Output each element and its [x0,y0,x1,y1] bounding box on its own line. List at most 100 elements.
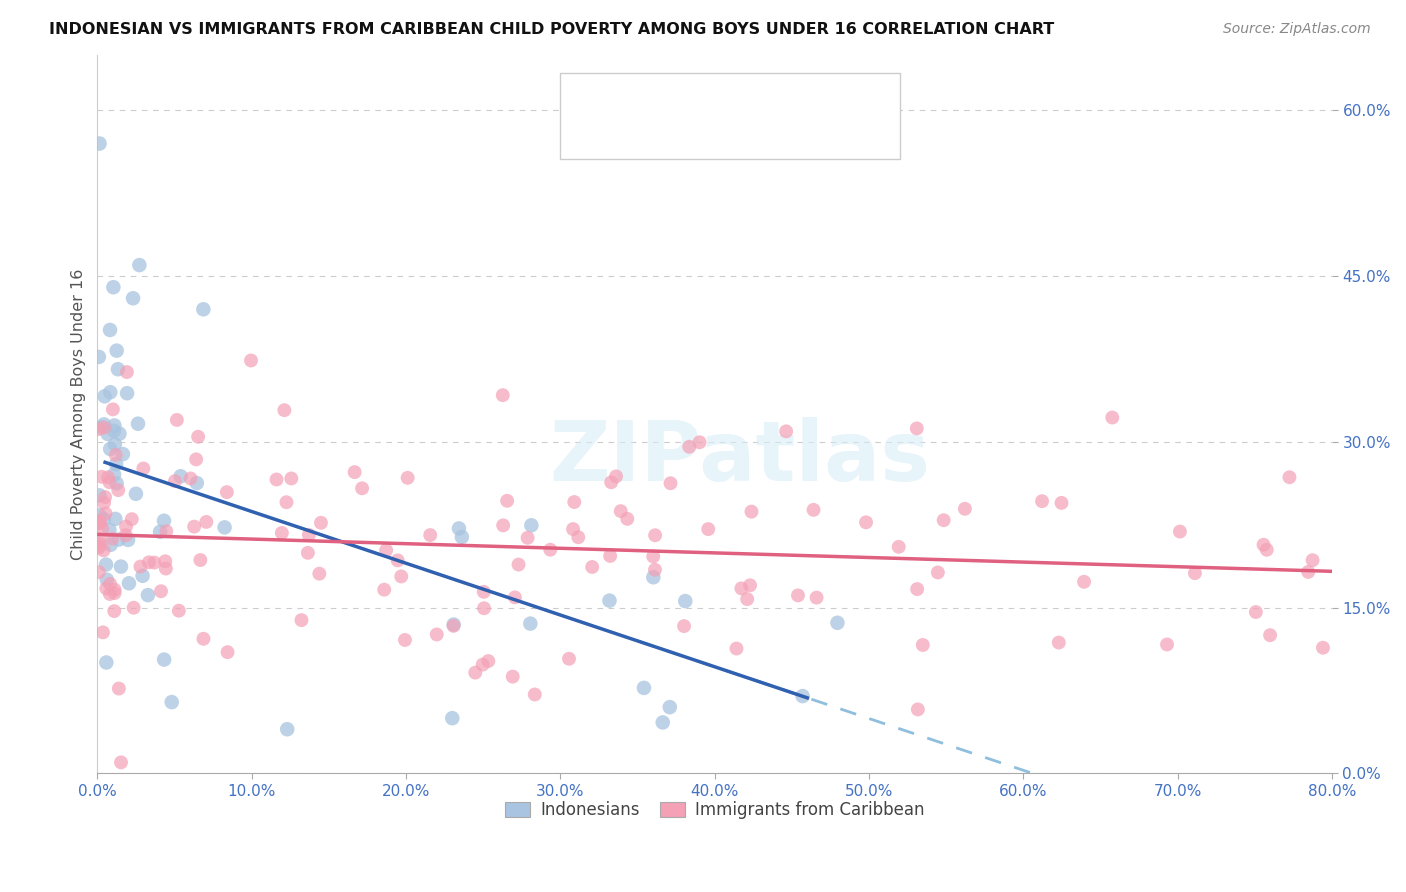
Point [1302,553,1324,567]
Point [472,584,495,599]
Point [280,471,302,485]
Point [689,435,711,450]
Point [90,420,112,434]
Point [90,470,112,484]
Legend: Indonesians, Immigrants from Caribbean: Indonesians, Immigrants from Caribbean [499,795,931,826]
Point [87,541,110,555]
Point [97,427,120,442]
Point [129,559,152,574]
Point [567,530,589,544]
Point [87,350,110,364]
Point [932,513,955,527]
Point [104,437,127,451]
Point [214,520,236,534]
Point [136,588,159,602]
Point [1168,524,1191,539]
Point [115,386,138,401]
Point [1101,410,1123,425]
Point [101,402,124,417]
Point [1031,494,1053,508]
Point [599,549,621,563]
Point [387,553,409,567]
Point [1073,574,1095,589]
Point [87,565,110,579]
Point [266,473,288,487]
Point [104,586,127,600]
Point [187,430,209,444]
Point [98,475,121,490]
Point [117,533,139,547]
Point [89,537,111,551]
Point [738,578,761,592]
Point [105,343,128,358]
Point [1256,542,1278,557]
Point [132,461,155,475]
Point [1258,628,1281,642]
Point [678,440,700,454]
Point [953,501,976,516]
Point [905,421,928,435]
Point [290,613,312,627]
Point [89,508,111,523]
Point [118,576,141,591]
Point [100,538,122,552]
Point [104,582,127,597]
Point [1184,566,1206,581]
Point [89,488,111,502]
Point [98,587,121,601]
Point [658,700,681,714]
Point [110,559,132,574]
Point [1156,638,1178,652]
Point [887,540,910,554]
Point [215,485,238,500]
Point [911,638,934,652]
Point [538,542,561,557]
Point [240,353,263,368]
Point [1312,640,1334,655]
Point [389,569,412,583]
Point [827,615,849,630]
Point [104,512,127,526]
Point [644,563,666,577]
Point [730,582,752,596]
Point [472,601,495,615]
Point [93,420,115,434]
Point [97,470,120,484]
Point [94,490,117,504]
Point [520,518,543,533]
Point [396,471,419,485]
Point [394,632,416,647]
Point [98,385,121,400]
Point [610,504,633,518]
Point [309,516,332,530]
Point [907,702,929,716]
Point [94,558,117,572]
Point [193,302,215,317]
Point [562,495,585,509]
Point [180,471,202,485]
Point [273,403,295,417]
Point [114,528,136,542]
Point [89,516,111,530]
Point [163,474,186,488]
Point [105,457,128,471]
Point [503,591,526,605]
Point [441,711,464,725]
Point [502,670,524,684]
Point [419,528,441,542]
Point [127,417,149,431]
Point [111,447,134,461]
Point [93,543,115,558]
Text: INDONESIAN VS IMMIGRANTS FROM CARIBBEAN CHILD POVERTY AMONG BOYS UNDER 16 CORREL: INDONESIAN VS IMMIGRANTS FROM CARIBBEAN … [49,22,1054,37]
Point [297,546,319,560]
Point [643,570,665,584]
Point [496,493,519,508]
Point [775,425,797,439]
Point [443,619,465,633]
Point [581,560,603,574]
Point [735,592,758,607]
Point [600,475,623,490]
Point [523,688,546,702]
Point [343,465,366,479]
Point [94,507,117,521]
